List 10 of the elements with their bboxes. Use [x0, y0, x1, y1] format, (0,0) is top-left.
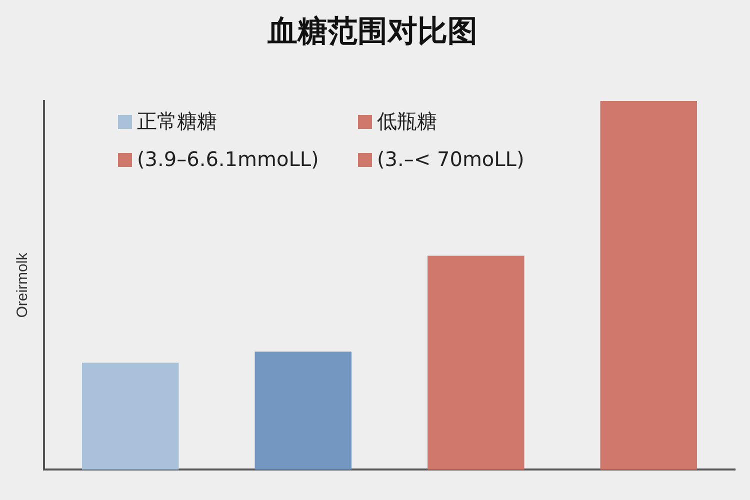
y-axis-title: Oreirmolk: [14, 252, 32, 318]
annotation: 正常糖糖: [136, 108, 218, 135]
bar: [254, 352, 352, 470]
annotation: (3.9–6.6.1mmoLL): [136, 147, 320, 171]
bar: [82, 362, 179, 470]
bar: [428, 256, 524, 470]
annotation: (3.–< 70moLL): [376, 147, 526, 171]
chart-title: 血糖范围对比图: [266, 14, 478, 49]
bar: [600, 101, 697, 470]
annotation: 低瓶糖: [376, 108, 438, 135]
